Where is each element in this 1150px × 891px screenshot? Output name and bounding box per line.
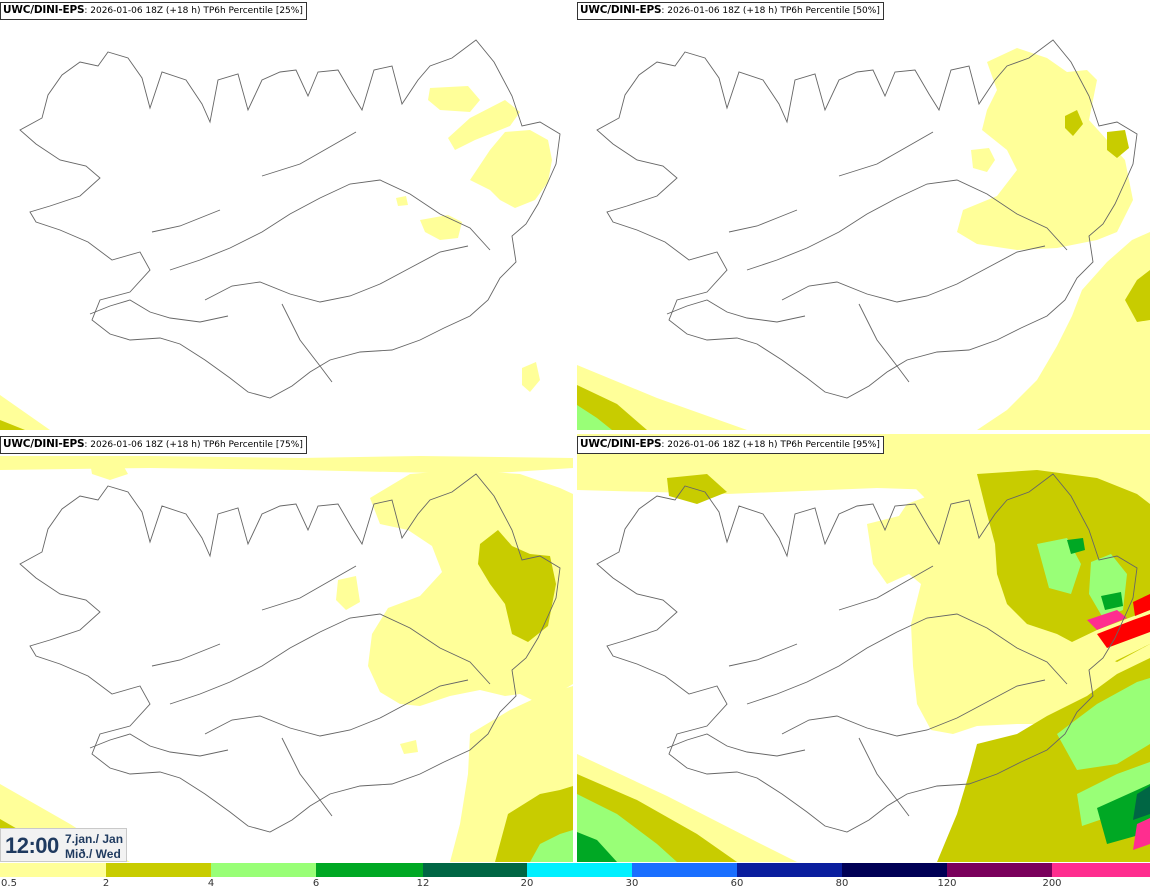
legend-color-segment: [527, 863, 632, 877]
legend-tick-label: 30: [625, 878, 639, 889]
precip-field: [0, 456, 573, 862]
legend-color-segment: [842, 863, 947, 877]
panel-title: UWC/DINI-EPS: 2026-01-06 18Z (+18 h) TP6…: [0, 2, 307, 20]
legend-color-segment: [211, 863, 316, 877]
model-name: UWC/DINI-EPS: [580, 438, 662, 450]
valid-date: 7.jan./ Jan: [65, 832, 124, 846]
precip-map-p50: [577, 39, 1150, 430]
map-panel-p25: UWC/DINI-EPS: 2026-01-06 18Z (+18 h) TP6…: [0, 0, 573, 430]
legend-tick-label: 4: [207, 878, 215, 889]
legend-color-segment: [0, 863, 106, 877]
model-name: UWC/DINI-EPS: [580, 4, 662, 16]
legend-tick-label: 2: [102, 878, 110, 889]
iceland-coastline: [19, 39, 561, 399]
legend-tick-label: 80: [835, 878, 849, 889]
panel-title: UWC/DINI-EPS: 2026-01-06 18Z (+18 h) TP6…: [577, 436, 884, 454]
legend-color-segment: [1052, 863, 1150, 877]
map-panel-p50: UWC/DINI-EPS: 2026-01-06 18Z (+18 h) TP6…: [577, 0, 1150, 430]
map-panel-p95: UWC/DINI-EPS: 2026-01-06 18Z (+18 h) TP6…: [577, 434, 1150, 862]
valid-weekday: Mið./ Wed: [65, 847, 121, 861]
legend-tick-label: 60: [730, 878, 744, 889]
panel-title: UWC/DINI-EPS: 2026-01-06 18Z (+18 h) TP6…: [0, 436, 307, 454]
iceland-coastline: [596, 39, 1138, 399]
run-info: : 2026-01-06 18Z (+18 h) TP6h Percentile…: [84, 6, 303, 16]
map-panel-p75: UWC/DINI-EPS: 2026-01-06 18Z (+18 h) TP6…: [0, 434, 573, 862]
valid-time: 12:00: [5, 833, 59, 858]
legend-color-segment: [947, 863, 1052, 877]
iceland-coastline: [596, 473, 1138, 833]
legend-color-segment: [632, 863, 737, 877]
color-scale-legend: 0.5 2 4 6 12 20 30 60 80 120 200: [0, 862, 1150, 891]
legend-tick-label: 12: [416, 878, 430, 889]
precip-map-p25: [0, 39, 561, 430]
legend-tick-label: 200: [1042, 878, 1062, 889]
legend-color-segment: [423, 863, 527, 877]
legend-tick-label: 0.5: [1, 878, 17, 889]
precip-field: [577, 434, 1150, 862]
run-info: : 2026-01-06 18Z (+18 h) TP6h Percentile…: [661, 440, 880, 450]
valid-time-box: 12:00 7.jan./ Jan Mið./ Wed: [0, 828, 127, 862]
iceland-coastline: [19, 473, 561, 833]
panel-divider-horizontal: [0, 430, 1150, 434]
legend-tick-label: 120: [937, 878, 957, 889]
legend-color-segment: [106, 863, 211, 877]
panel-title: UWC/DINI-EPS: 2026-01-06 18Z (+18 h) TP6…: [577, 2, 884, 20]
precip-map-p95: [577, 434, 1150, 862]
legend-color-segment: [316, 863, 423, 877]
run-info: : 2026-01-06 18Z (+18 h) TP6h Percentile…: [84, 440, 303, 450]
precip-field: [577, 48, 1150, 430]
run-info: : 2026-01-06 18Z (+18 h) TP6h Percentile…: [661, 6, 880, 16]
model-name: UWC/DINI-EPS: [3, 438, 85, 450]
legend-color-segment: [737, 863, 842, 877]
model-name: UWC/DINI-EPS: [3, 4, 85, 16]
legend-tick-label: 20: [520, 878, 534, 889]
precip-map-p75: [0, 456, 573, 862]
legend-tick-label: 6: [312, 878, 320, 889]
precip-field: [0, 86, 552, 430]
